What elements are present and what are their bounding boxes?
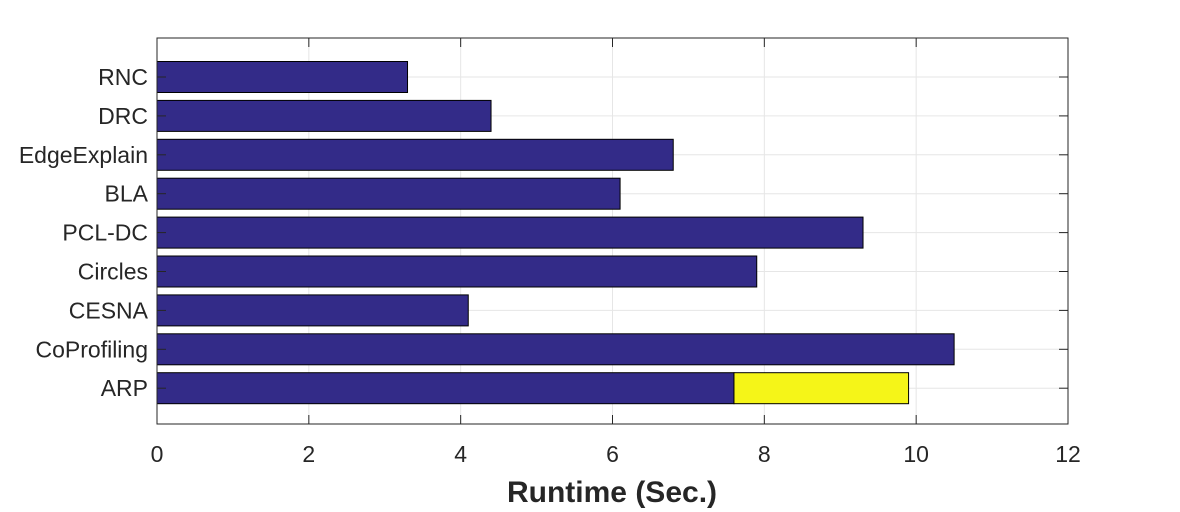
bar-coprofiling-series-1: [156, 333, 955, 366]
bar-cesna-series-1: [156, 294, 469, 327]
y-tick-label: Circles: [78, 259, 148, 285]
bar-circles-series-1: [156, 255, 758, 288]
y-tick-label: RNC: [98, 64, 148, 90]
y-tick-labels: RNC DRC EdgeExplain BLA PCL-DC Circles CESNA Co…: [19, 64, 149, 401]
x-tick-label: 12: [1055, 441, 1081, 467]
y-tick-label: BLA: [105, 181, 149, 207]
bar-arp-series-1: [156, 372, 735, 405]
x-tick-label: 6: [606, 441, 619, 467]
bars: [156, 61, 955, 405]
axis-ticks: [156, 38, 1069, 424]
bar-arp-series-2: [733, 372, 910, 405]
y-tick-label: DRC: [98, 103, 148, 129]
bar-rnc-series-1: [156, 61, 409, 93]
bar-pcl-dc-series-1: [156, 216, 864, 249]
x-tick-labels: 0 2 4 6 8 10 12: [151, 441, 1081, 467]
x-tick-label: 10: [903, 441, 929, 467]
x-tick-label: 8: [758, 441, 771, 467]
y-tick-label: CESNA: [69, 297, 149, 323]
x-axis-label: Runtime (Sec.): [507, 476, 717, 509]
y-tick-label: CoProfiling: [36, 336, 149, 362]
bar-drc-series-1: [156, 99, 492, 132]
x-tick-label: 0: [151, 441, 164, 467]
x-tick-label: 4: [454, 441, 467, 467]
y-tick-label: ARP: [101, 375, 148, 401]
y-tick-label: PCL-DC: [62, 220, 148, 246]
bar-edgeexplain-series-1: [156, 138, 674, 171]
bar-bla-series-1: [156, 177, 621, 210]
x-tick-label: 2: [302, 441, 315, 467]
y-tick-label: EdgeExplain: [19, 142, 148, 168]
